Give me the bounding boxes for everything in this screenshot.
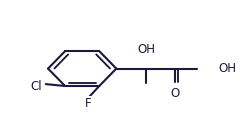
- Text: OH: OH: [219, 62, 237, 75]
- Text: Cl: Cl: [31, 79, 42, 93]
- Text: O: O: [171, 87, 180, 100]
- Text: OH: OH: [137, 43, 155, 56]
- Text: F: F: [84, 97, 91, 110]
